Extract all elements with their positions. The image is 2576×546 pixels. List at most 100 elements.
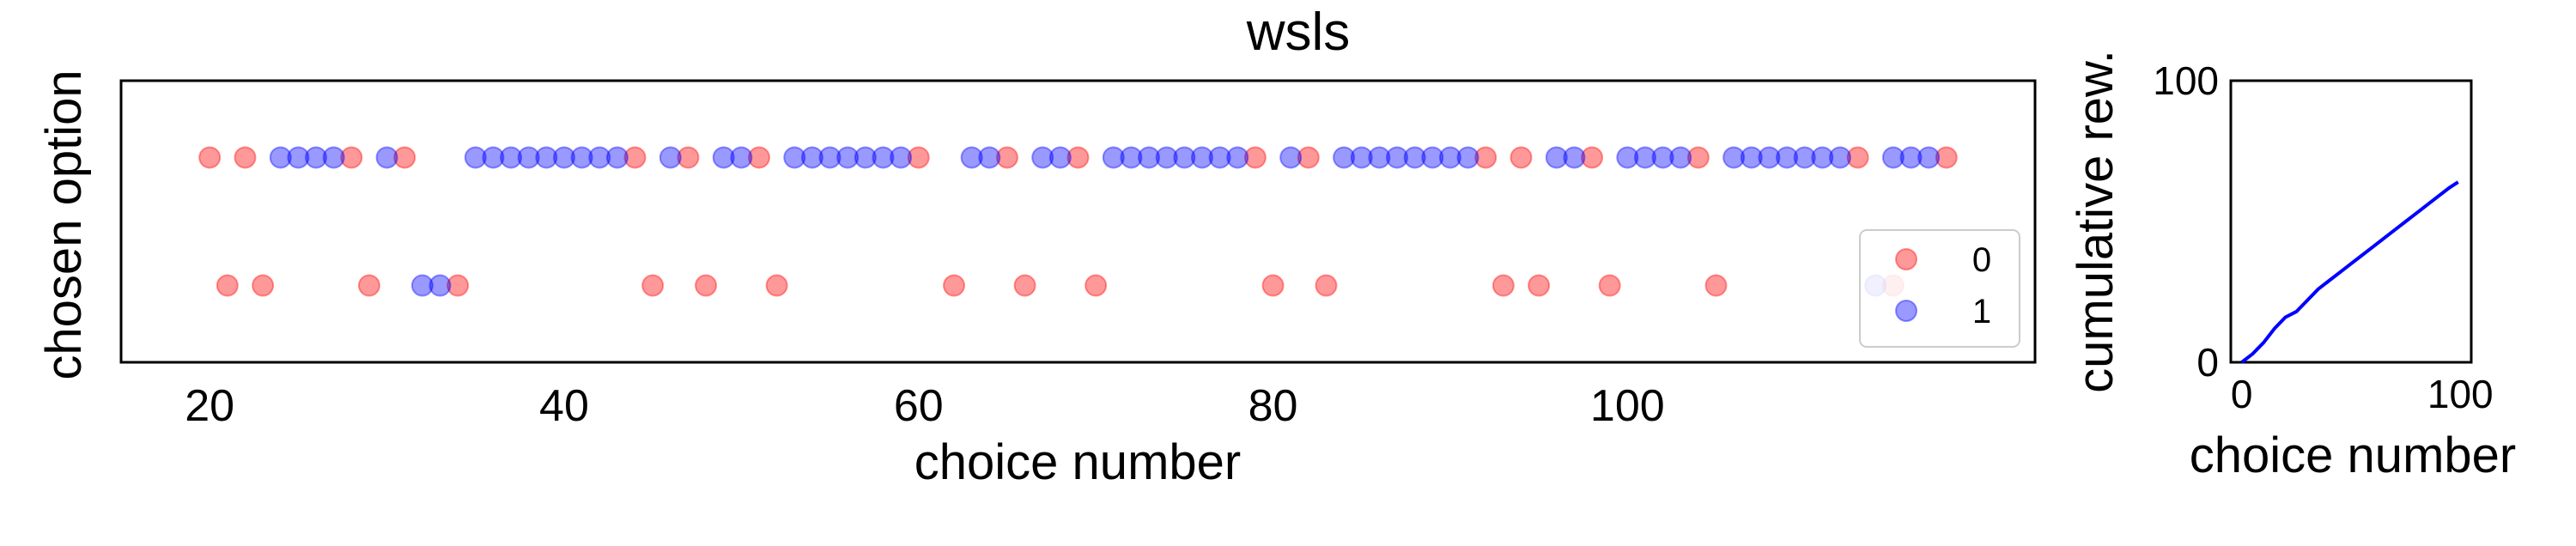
scatter-point-option-1 (1438, 146, 1461, 169)
scatter-point-option-1 (1722, 146, 1746, 169)
side-x-axis-label: choice number (2190, 428, 2516, 483)
scatter-point-option-1 (854, 146, 877, 169)
scatter-point-option-0 (234, 146, 257, 169)
scatter-point-option-0 (907, 146, 930, 169)
scatter-point-option-1 (1917, 146, 1941, 169)
scatter-point-option-0 (1510, 146, 1533, 169)
scatter-point-option-0 (447, 274, 470, 297)
scatter-point-option-1 (1279, 146, 1303, 169)
scatter-point-option-0 (1598, 274, 1621, 297)
scatter-point-option-1 (1740, 146, 1763, 169)
scatter-point-option-1 (287, 146, 310, 169)
side-y-tick-label: 0 (2196, 340, 2219, 385)
x-tick-label: 60 (894, 381, 944, 431)
scatter-point-option-0 (198, 146, 222, 169)
scatter-point-option-1 (552, 146, 575, 169)
scatter-point-option-1 (375, 146, 398, 169)
scatter-point-option-0 (1581, 146, 1604, 169)
scatter-point-option-1 (1545, 146, 1568, 169)
scatter-point-option-1 (1793, 146, 1816, 169)
y-axis-label: chosen option (36, 70, 92, 379)
scatter-point-option-1 (1669, 146, 1692, 169)
scatter-point-option-0 (1704, 274, 1728, 297)
x-tick-label: 100 (1590, 381, 1665, 431)
scatter-point-option-0 (1935, 146, 1958, 169)
scatter-point-option-0 (1084, 274, 1108, 297)
scatter-point-option-0 (1492, 274, 1515, 297)
scatter-point-option-1 (783, 146, 806, 169)
scatter-point-option-1 (1421, 146, 1444, 169)
scatter-point-option-0 (340, 146, 363, 169)
scatter-point-option-1 (464, 146, 487, 169)
scatter-point-option-1 (605, 146, 629, 169)
scatter-point-option-0 (623, 146, 647, 169)
scatter-point-option-1 (1386, 146, 1408, 169)
scatter-point-option-1 (1899, 146, 1923, 169)
scatter-point-option-1 (1811, 146, 1834, 169)
side-y-axis-label: cumulative rew. (2068, 50, 2123, 393)
scatter-point-option-1 (1776, 146, 1799, 169)
scatter-point-option-1 (1173, 146, 1196, 169)
scatter-point-option-0 (748, 146, 770, 169)
scatter-point-option-1 (1048, 146, 1072, 169)
scatter-point-option-1 (818, 146, 841, 169)
legend-label-0: 0 (1972, 241, 1991, 279)
scatter-point-option-0 (677, 146, 700, 169)
scatter-point-option-1 (1190, 146, 1213, 169)
scatter-point-option-0 (1297, 146, 1320, 169)
scatter-point-option-0 (995, 146, 1018, 169)
scatter-point-option-0 (252, 274, 275, 297)
side-x-tick-label: 100 (2427, 372, 2494, 416)
scatter-point-option-1 (1828, 146, 1851, 169)
scatter-point-option-0 (1261, 274, 1285, 297)
scatter-point-option-1 (890, 146, 913, 169)
scatter-point-option-0 (1846, 146, 1869, 169)
scatter-point-option-1 (1138, 146, 1161, 169)
x-tick-label: 20 (185, 381, 234, 431)
scatter-point-option-1 (1881, 146, 1905, 169)
scatter-point-option-0 (1686, 146, 1710, 169)
scatter-point-option-1 (1633, 146, 1656, 169)
scatter-point-option-1 (659, 146, 682, 169)
x-axis-ticks: 20 40 60 80 100 (185, 381, 1664, 431)
scatter-point-option-1 (712, 146, 735, 169)
cumulative-reward-panel: 0 100 0 100 choice number cumulative rew. (2068, 50, 2516, 483)
legend-label-1: 1 (1972, 293, 1991, 331)
x-tick-label: 40 (539, 381, 589, 431)
scatter-point-option-1 (1563, 146, 1586, 169)
scatter-point-option-1 (1333, 146, 1356, 169)
scatter-point-option-1 (1456, 146, 1479, 169)
scatter-point-option-1 (800, 146, 823, 169)
scatter-point-option-1 (322, 146, 345, 169)
x-tick-label: 80 (1249, 381, 1298, 431)
scatter-point-option-0 (695, 274, 718, 297)
scatter-point-option-1 (1102, 146, 1125, 169)
scatter-point-option-1 (410, 274, 434, 297)
scatter-point-option-1 (1208, 146, 1231, 169)
scatter-point-option-1 (428, 274, 452, 297)
scatter-point-option-1 (1350, 146, 1373, 169)
scatter-point-option-1 (305, 146, 328, 169)
scatter-point-option-1 (1120, 146, 1143, 169)
legend-marker-1 (1895, 300, 1917, 322)
scatter-point-option-1 (500, 146, 523, 169)
choice-scatter-panel: wsls 20 40 60 80 100 choice number chosen op… (36, 3, 2037, 490)
scatter-point-option-1 (588, 146, 611, 169)
side-plot-area-frame (2229, 79, 2473, 364)
legend: 0 1 (1859, 229, 2020, 348)
scatter-point-option-1 (960, 146, 983, 169)
x-axis-label: choice number (914, 434, 1241, 490)
scatter-point-option-0 (1315, 274, 1338, 297)
scatter-point-option-1 (1651, 146, 1674, 169)
side-y-tick-label: 100 (2153, 58, 2219, 103)
scatter-point-option-0 (357, 274, 380, 297)
scatter-point-option-0 (641, 274, 665, 297)
scatter-point-option-1 (517, 146, 540, 169)
scatter-point-option-1 (1155, 146, 1178, 169)
scatter-point-option-1 (1368, 146, 1391, 169)
scatter-points (198, 146, 1958, 297)
scatter-point-option-0 (1528, 274, 1551, 297)
scatter-point-option-0 (1066, 146, 1090, 169)
scatter-point-option-1 (836, 146, 860, 169)
